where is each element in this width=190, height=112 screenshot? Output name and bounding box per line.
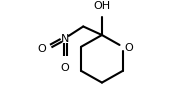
Text: N: N (61, 34, 69, 44)
Text: OH: OH (93, 1, 111, 11)
Text: O: O (37, 43, 46, 53)
Text: O: O (61, 62, 69, 72)
Text: O: O (124, 42, 133, 52)
